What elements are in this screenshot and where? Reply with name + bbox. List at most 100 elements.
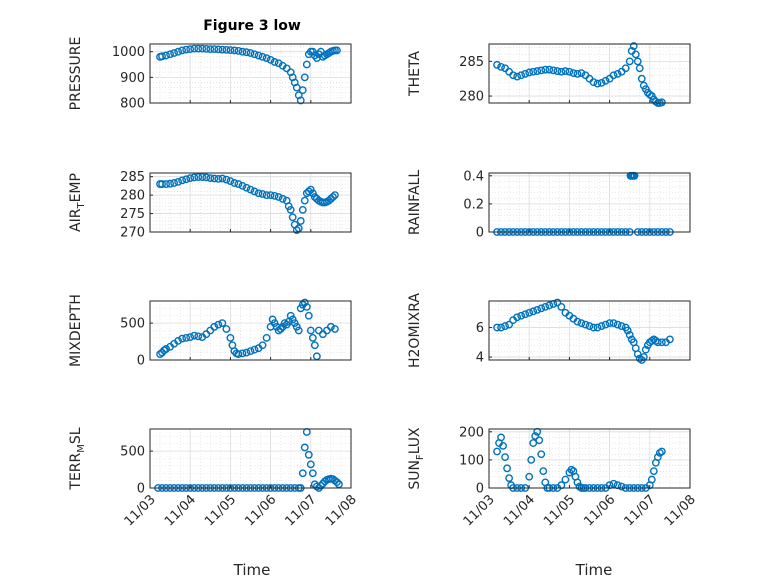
subplot-terr_msl: 0 500 11/03 11/04 11/05 11/06 11/07 11/08 TERRMS…	[68, 427, 360, 529]
data-point	[178, 334, 187, 343]
axes-box	[149, 300, 352, 361]
subplot-mixdepth: 0 500 MIXDEPTH	[68, 294, 352, 369]
data-point	[625, 331, 634, 339]
x-tick-label: 11/03	[122, 492, 159, 529]
data-point	[274, 193, 283, 201]
data-point	[589, 323, 598, 332]
data-point	[270, 58, 279, 66]
data-point	[577, 69, 586, 78]
data-point	[294, 326, 303, 335]
y-axis-label: H2OMIXRA	[407, 293, 423, 368]
y-axis-label: TERRMSL	[68, 427, 87, 490]
x-tick-label: 11/07	[283, 492, 320, 529]
data-point	[222, 175, 231, 184]
data-point	[214, 174, 223, 183]
data-point	[166, 179, 175, 188]
data-point	[166, 50, 175, 59]
y-tick-label: 270	[120, 226, 145, 241]
data-point	[182, 175, 191, 184]
data-point	[316, 481, 325, 490]
axes-box	[488, 300, 691, 361]
data-point	[527, 456, 536, 464]
data-point	[246, 185, 255, 194]
data-point	[633, 350, 642, 358]
y-tick-label: 0	[476, 482, 484, 497]
data-point	[238, 182, 247, 190]
data-point	[194, 332, 203, 341]
data-point	[525, 68, 534, 77]
data-point	[541, 302, 550, 311]
subplot-air_temp: 270 275 280 285 AIRTEMP	[68, 170, 352, 241]
y-tick-label: 0	[476, 226, 484, 241]
data-point	[206, 174, 215, 183]
data-point	[529, 439, 538, 447]
x-tick-label: 11/08	[323, 492, 360, 529]
data-point	[174, 47, 183, 56]
data-point	[529, 67, 538, 76]
x-tick-label: 11/08	[662, 492, 699, 529]
data-point	[326, 322, 335, 331]
data-point	[649, 467, 658, 476]
y-tick-label: 0	[137, 354, 145, 369]
data-point	[613, 69, 622, 78]
y-tick-label: 500	[120, 445, 145, 460]
data-point	[234, 350, 243, 358]
data-point	[246, 49, 255, 57]
y-tick-label: 100	[459, 453, 484, 468]
data-point	[190, 331, 199, 340]
data-point	[182, 45, 191, 54]
data-point	[629, 42, 638, 50]
data-point	[653, 338, 662, 347]
data-point	[545, 65, 554, 74]
data-point	[222, 46, 231, 54]
data-point	[308, 469, 317, 478]
data-point	[300, 298, 309, 307]
y-tick-label: 200	[459, 425, 484, 440]
data-point	[625, 57, 634, 66]
data-point	[521, 69, 530, 78]
data-point	[637, 74, 646, 83]
y-tick-label: 0	[137, 482, 145, 497]
data-point	[234, 180, 243, 188]
data-point	[573, 317, 582, 326]
y-axis-label: PRESSURE	[68, 37, 84, 111]
data-point	[178, 176, 187, 185]
data-point	[513, 72, 522, 81]
data-point	[541, 65, 550, 74]
data-point	[601, 320, 610, 329]
data-point	[537, 450, 546, 459]
data-point	[258, 190, 267, 198]
data-point	[531, 432, 540, 440]
data-point	[561, 475, 570, 484]
data-point	[304, 311, 313, 320]
data-point	[286, 205, 295, 214]
subplot-sun_flux: 0 100 200 11/03 11/04 11/05 11/06 11/07 11/08 SUN…	[407, 425, 699, 529]
data-point	[266, 191, 275, 200]
y-axis-label: THETA	[407, 51, 423, 97]
data-point	[657, 338, 666, 347]
plot-area	[489, 429, 690, 488]
axes-box	[488, 43, 691, 104]
data-point	[242, 348, 251, 357]
data-point	[565, 67, 574, 76]
y-tick-label: 280	[120, 189, 145, 204]
data-point	[635, 64, 644, 73]
data-point	[296, 96, 305, 105]
data-point	[210, 174, 219, 183]
data-point	[633, 57, 642, 66]
data-point	[174, 336, 183, 345]
data-point	[282, 64, 291, 73]
x-tick-label: 11/05	[202, 492, 239, 529]
data-point	[545, 301, 554, 310]
data-point	[641, 345, 650, 354]
data-point	[242, 183, 251, 192]
data-point	[499, 441, 507, 450]
axes-box	[149, 172, 352, 233]
axes-box	[149, 43, 352, 104]
axes-box	[488, 428, 691, 489]
data-point	[218, 45, 227, 54]
y-tick-label: 285	[120, 170, 145, 185]
data-point	[194, 173, 203, 181]
data-point	[561, 67, 570, 75]
